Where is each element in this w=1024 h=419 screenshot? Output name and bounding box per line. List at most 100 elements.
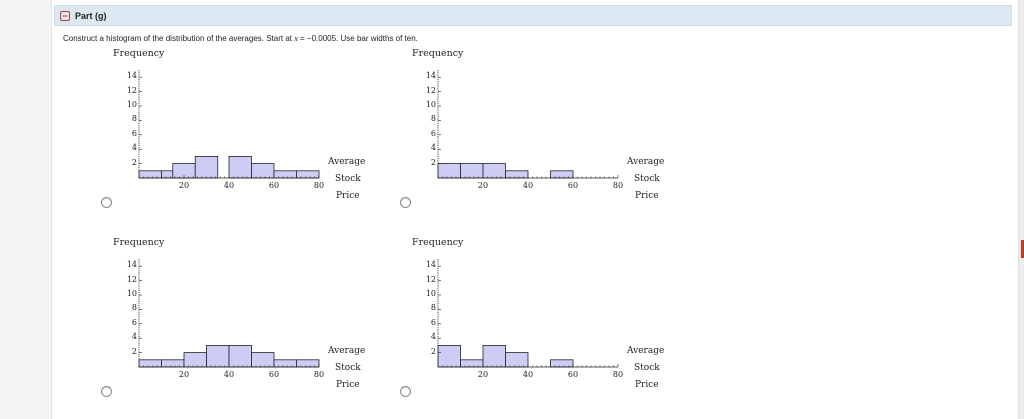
y-tick-label: 2 xyxy=(131,346,137,356)
scroll-marker xyxy=(1021,240,1024,258)
x-axis-label-line1: Average xyxy=(328,346,366,356)
histogram-bar xyxy=(460,163,484,179)
y-tick-label: 2 xyxy=(131,157,137,167)
x-tick-label: 40 xyxy=(522,181,534,190)
histogram-bar xyxy=(550,170,574,179)
y-tick-label: 4 xyxy=(131,332,137,342)
x-tick-label: 40 xyxy=(522,370,534,379)
x-tick-label: 80 xyxy=(313,370,325,379)
x-tick-label: 80 xyxy=(313,181,325,190)
histogram-bar xyxy=(251,163,275,179)
x-axis-label-line3: Price xyxy=(336,191,360,201)
y-tick-label: 6 xyxy=(430,317,436,327)
histogram-bar xyxy=(482,163,506,179)
option-d-radio[interactable] xyxy=(400,386,411,397)
x-axis-label-line3: Price xyxy=(336,380,360,390)
y-tick-label: 8 xyxy=(131,114,137,124)
x-tick-label: 40 xyxy=(223,181,235,190)
x-axis-label-line2: Stock xyxy=(335,174,361,184)
histogram-bar xyxy=(460,359,484,368)
option-b-radio[interactable] xyxy=(400,197,411,208)
instruction-prefix: Construct a histogram of the distributio… xyxy=(63,34,295,43)
histogram-bar xyxy=(228,156,252,179)
instruction-suffix: . Use bar widths of ten. xyxy=(336,34,418,43)
left-gutter xyxy=(0,0,52,419)
x-tick-label: 20 xyxy=(178,181,190,190)
y-tick-label: 6 xyxy=(131,317,137,327)
y-axis-label: Frequency xyxy=(412,48,464,59)
part-title: Part (g) xyxy=(75,10,107,21)
y-tick-label: 8 xyxy=(430,114,436,124)
histogram-option-d: Frequency Average Stock Price 2 4 6 8 10 12 14… xyxy=(396,236,696,406)
x-axis-label-line2: Stock xyxy=(634,363,660,373)
y-tick-label: 12 xyxy=(425,85,436,95)
histogram-plot xyxy=(138,70,320,179)
y-axis-label: Frequency xyxy=(113,237,165,248)
x-axis-label-line1: Average xyxy=(627,157,665,167)
option-a-radio[interactable] xyxy=(101,197,112,208)
y-tick-label: 10 xyxy=(126,100,137,109)
histogram-bar xyxy=(550,359,574,368)
histogram-bar xyxy=(437,345,461,368)
histogram-bar xyxy=(482,345,506,368)
x-axis-label-line3: Price xyxy=(635,380,659,390)
histogram-bar xyxy=(161,359,185,368)
collapse-toggle-icon[interactable]: − xyxy=(60,10,70,21)
x-axis-label-line1: Average xyxy=(328,157,366,167)
instruction-equals: = xyxy=(297,34,307,43)
option-c-radio[interactable] xyxy=(101,386,112,397)
y-tick-label: 8 xyxy=(430,303,436,313)
x-tick-label: 60 xyxy=(567,370,579,379)
y-tick-label: 4 xyxy=(430,143,436,153)
histogram-bar xyxy=(228,345,252,368)
y-tick-label: 14 xyxy=(425,71,436,81)
y-tick-label: 12 xyxy=(126,274,137,284)
x-tick-label: 20 xyxy=(178,370,190,379)
x-axis-label-line2: Stock xyxy=(634,174,660,184)
y-tick-label: 2 xyxy=(430,157,436,167)
y-axis-label: Frequency xyxy=(113,48,165,59)
histogram-bar xyxy=(437,163,461,179)
histogram-bar xyxy=(194,156,219,179)
x-tick-label: 60 xyxy=(268,370,280,379)
histogram-bar xyxy=(206,345,230,368)
x-tick-label: 80 xyxy=(612,370,624,379)
histogram-option-b: Frequency Average Stock Price 2 4 6 8 10 12 14… xyxy=(396,47,696,217)
x-tick-label: 40 xyxy=(223,370,235,379)
histogram-bar xyxy=(296,170,320,179)
histogram-bar xyxy=(505,352,529,368)
y-tick-label: 8 xyxy=(131,303,137,313)
histogram-bar xyxy=(273,359,297,368)
histogram-option-a: Frequency Average Stock Price 2 4 6 8 10 12 14… xyxy=(97,47,397,217)
histogram-bar xyxy=(138,359,162,368)
instruction-text: Construct a histogram of the distributio… xyxy=(63,34,418,43)
y-tick-label: 14 xyxy=(126,71,137,81)
x-tick-label: 20 xyxy=(477,181,489,190)
y-tick-label: 6 xyxy=(430,128,436,138)
histogram-bar xyxy=(505,170,529,179)
histogram-option-c: Frequency Average Stock Price 2 4 6 8 10 12 14… xyxy=(97,236,397,406)
right-scrollbar[interactable] xyxy=(1018,0,1024,419)
x-tick-label: 60 xyxy=(268,181,280,190)
y-tick-label: 10 xyxy=(126,289,137,298)
x-axis-label-line2: Stock xyxy=(335,363,361,373)
x-axis-label-line1: Average xyxy=(627,346,665,356)
y-tick-label: 2 xyxy=(430,346,436,356)
histogram-plot xyxy=(437,259,619,368)
instruction-value: −0.0005 xyxy=(306,34,337,43)
y-tick-label: 12 xyxy=(425,274,436,284)
histogram-plot xyxy=(437,70,619,179)
y-tick-label: 12 xyxy=(126,85,137,95)
y-tick-label: 10 xyxy=(425,289,436,298)
y-tick-label: 14 xyxy=(126,260,137,270)
instruction-variable: x xyxy=(294,34,298,43)
y-axis-label: Frequency xyxy=(412,237,464,248)
y-tick-label: 4 xyxy=(131,143,137,153)
histogram-bar xyxy=(296,359,320,368)
y-tick-label: 4 xyxy=(430,332,436,342)
histogram-bar xyxy=(273,170,297,179)
x-tick-label: 20 xyxy=(477,370,489,379)
histogram-bar xyxy=(183,352,207,368)
part-header: − Part (g) xyxy=(54,5,1012,26)
histogram-bar xyxy=(138,170,162,179)
